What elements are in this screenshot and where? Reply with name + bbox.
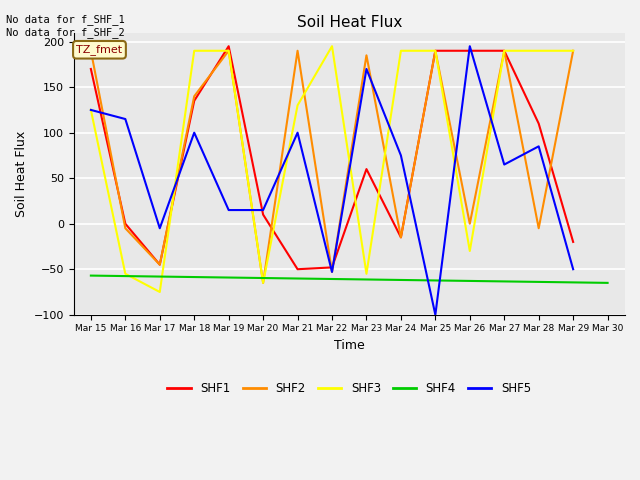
- SHF3: [397, 48, 404, 54]
- Title: Soil Heat Flux: Soil Heat Flux: [296, 15, 402, 30]
- SHF1: [570, 239, 577, 245]
- SHF3: [328, 43, 336, 49]
- SHF5: [259, 207, 267, 213]
- SHF1: [87, 66, 95, 72]
- Line: SHF3: SHF3: [91, 46, 573, 292]
- SHF1: [294, 266, 301, 272]
- SHF2: [259, 280, 267, 286]
- SHF5: [87, 107, 95, 113]
- SHF3: [294, 103, 301, 108]
- SHF3: [190, 48, 198, 54]
- SHF3: [156, 289, 164, 295]
- SHF1: [397, 235, 404, 240]
- SHF2: [87, 48, 95, 54]
- SHF5: [294, 130, 301, 135]
- SHF2: [570, 48, 577, 54]
- SHF5: [328, 269, 336, 275]
- SHF2: [397, 235, 404, 240]
- SHF5: [500, 162, 508, 168]
- SHF5: [431, 312, 439, 318]
- SHF1: [259, 212, 267, 217]
- SHF3: [466, 248, 474, 254]
- SHF5: [363, 66, 371, 72]
- SHF2: [535, 226, 543, 231]
- SHF1: [190, 98, 198, 104]
- Line: SHF5: SHF5: [91, 46, 573, 315]
- SHF5: [397, 153, 404, 158]
- SHF5: [225, 207, 232, 213]
- SHF5: [122, 116, 129, 122]
- SHF1: [466, 48, 474, 54]
- Line: SHF2: SHF2: [91, 51, 573, 283]
- SHF3: [225, 48, 232, 54]
- SHF3: [431, 48, 439, 54]
- SHF2: [122, 226, 129, 231]
- SHF1: [535, 120, 543, 126]
- SHF5: [570, 266, 577, 272]
- Text: TZ_fmet: TZ_fmet: [76, 44, 122, 55]
- X-axis label: Time: Time: [334, 339, 365, 352]
- SHF1: [156, 262, 164, 267]
- SHF3: [87, 107, 95, 113]
- SHF1: [225, 43, 232, 49]
- SHF2: [466, 221, 474, 227]
- SHF2: [500, 48, 508, 54]
- SHF3: [122, 271, 129, 276]
- SHF1: [122, 221, 129, 227]
- Text: No data for f_SHF_1
No data for f_SHF_2: No data for f_SHF_1 No data for f_SHF_2: [6, 14, 125, 38]
- SHF2: [225, 48, 232, 54]
- SHF5: [156, 226, 164, 231]
- SHF5: [535, 144, 543, 149]
- SHF5: [466, 43, 474, 49]
- SHF2: [190, 94, 198, 99]
- SHF3: [500, 48, 508, 54]
- SHF1: [363, 166, 371, 172]
- Legend: SHF1, SHF2, SHF3, SHF4, SHF5: SHF1, SHF2, SHF3, SHF4, SHF5: [163, 377, 536, 399]
- SHF2: [431, 48, 439, 54]
- Line: SHF1: SHF1: [91, 46, 573, 269]
- Y-axis label: Soil Heat Flux: Soil Heat Flux: [15, 131, 28, 217]
- SHF2: [328, 269, 336, 275]
- SHF3: [570, 48, 577, 54]
- SHF1: [328, 264, 336, 270]
- SHF5: [190, 130, 198, 135]
- SHF1: [500, 48, 508, 54]
- SHF3: [535, 48, 543, 54]
- SHF3: [363, 271, 371, 276]
- SHF2: [156, 262, 164, 267]
- SHF1: [431, 48, 439, 54]
- SHF3: [259, 280, 267, 286]
- SHF2: [294, 48, 301, 54]
- SHF2: [363, 52, 371, 58]
